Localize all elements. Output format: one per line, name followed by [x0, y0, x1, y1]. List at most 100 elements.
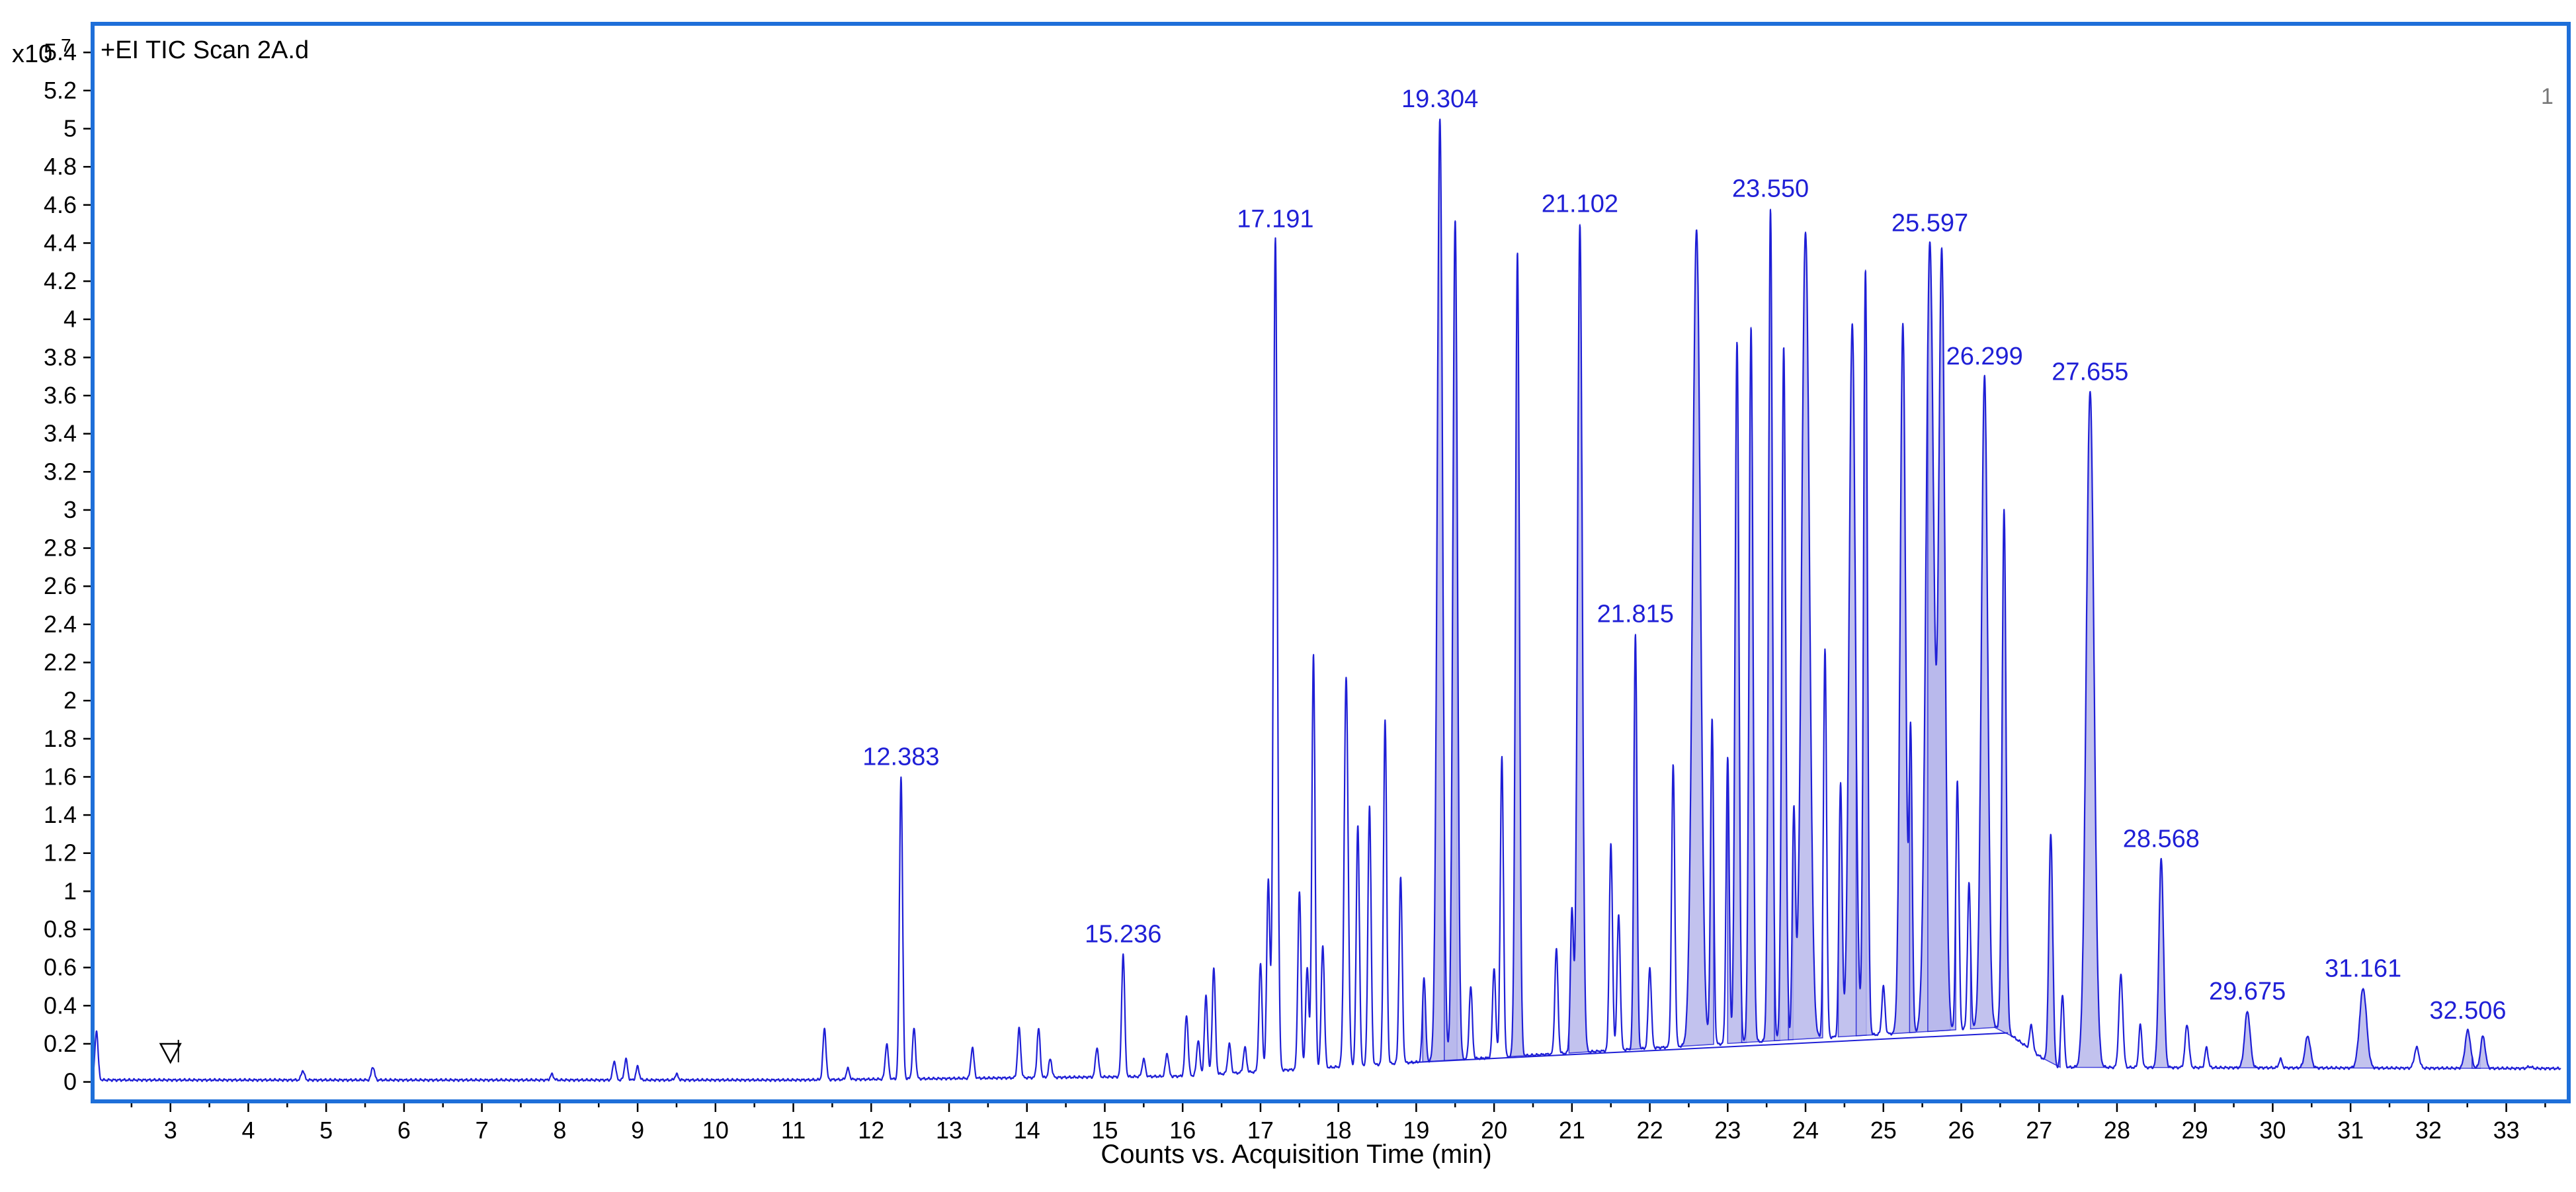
x-tick-label: 18 [1325, 1117, 1352, 1144]
filled-peak-area [2148, 859, 2174, 1068]
x-tick-label: 13 [936, 1117, 962, 1144]
x-tick-label: 33 [2493, 1117, 2520, 1144]
filled-peak-area [1855, 269, 1875, 1037]
peak-label: 27.655 [2052, 358, 2128, 386]
x-tick-label: 31 [2337, 1117, 2364, 1144]
peak-label: 21.102 [1542, 191, 1618, 218]
x-tick-label: 25 [1870, 1117, 1897, 1144]
x-tick-label: 20 [1481, 1117, 1507, 1144]
peak-label: 23.550 [1732, 175, 1809, 203]
y-tick-label: 1.2 [44, 839, 77, 867]
y-tick-label: 0.8 [44, 915, 77, 943]
y-tick-label: 5 [63, 115, 77, 142]
filled-peak-area [1741, 327, 1761, 1043]
peak-label: 28.568 [2123, 825, 2200, 853]
x-tick-label: 12 [858, 1117, 884, 1144]
x-tick-label: 26 [1948, 1117, 1974, 1144]
y-tick-label: 0.2 [44, 1030, 77, 1057]
y-tick-label: 1.8 [44, 725, 77, 752]
filled-peak-area [2295, 1035, 2321, 1069]
y-tick-label: 4.4 [44, 229, 77, 256]
x-tick-label: 10 [702, 1117, 729, 1144]
x-tick-label: 7 [476, 1117, 489, 1144]
y-tick-label: 3 [63, 496, 77, 523]
y-tick-label: 0.6 [44, 954, 77, 981]
y-tick-label: 0 [63, 1068, 77, 1095]
x-tick-label: 22 [1637, 1117, 1663, 1144]
y-tick-label: 2.6 [44, 572, 77, 599]
y-axis-exponent: 7 [61, 35, 71, 56]
y-tick-label: 2.8 [44, 534, 77, 562]
y-tick-label: 2.4 [44, 611, 77, 638]
x-tick-label: 4 [241, 1117, 255, 1144]
peak-label: 31.161 [2325, 955, 2401, 982]
filled-peak-area [1627, 634, 1643, 1050]
filled-peak-area [1679, 230, 1714, 1047]
x-tick-label: 30 [2259, 1117, 2286, 1144]
filled-peak-area [1444, 220, 1467, 1061]
x-tick-label: 24 [1792, 1117, 1819, 1144]
x-tick-label: 27 [2026, 1117, 2052, 1144]
filled-peak-area [2233, 1010, 2262, 1068]
peak-label: 32.506 [2429, 997, 2506, 1025]
peak-label: 25.597 [1891, 209, 1968, 237]
y-tick-label: 1 [63, 877, 77, 904]
y-tick-label: 3.8 [44, 343, 77, 370]
y-tick-label: 4.6 [44, 191, 77, 218]
x-tick-label: 3 [164, 1117, 177, 1144]
chart-title: +EI TIC Scan 2A.d [101, 36, 309, 64]
x-tick-label: 11 [781, 1117, 806, 1144]
y-tick-label: 4.2 [44, 267, 77, 294]
peak-label: 15.236 [1085, 920, 1161, 948]
panel-number: 1 [2541, 84, 2554, 109]
x-tick-label: 19 [1403, 1117, 1429, 1144]
x-tick-label: 6 [397, 1117, 411, 1144]
y-tick-label: 4.8 [44, 153, 77, 180]
integration-baseline [1408, 1032, 2009, 1064]
y-tick-label: 0.4 [44, 992, 77, 1019]
x-tick-label: 5 [319, 1117, 333, 1144]
filled-peak-area [2346, 987, 2381, 1069]
y-tick-label: 2 [63, 687, 77, 714]
filled-peak-area [2071, 392, 2109, 1068]
y-tick-label: 4 [63, 306, 77, 333]
y-tick-label: 3.4 [44, 420, 77, 447]
x-axis-title: Counts vs. Acquisition Time (min) [1101, 1140, 1491, 1169]
filled-peak-area [1761, 208, 1780, 1043]
plot-frame [91, 22, 2571, 1103]
x-tick-label: 23 [1714, 1117, 1741, 1144]
filled-peak-area [1507, 252, 1527, 1058]
x-tick-label: 15 [1091, 1117, 1118, 1144]
y-tick-label: 5.4 [44, 38, 77, 65]
x-tick-label: 16 [1169, 1117, 1196, 1144]
filled-peak-area [1568, 224, 1591, 1054]
y-tick-label: 5.2 [44, 77, 77, 104]
filled-peak-area [2041, 833, 2061, 1068]
x-tick-label: 17 [1247, 1117, 1274, 1144]
peak-label: 12.383 [862, 743, 939, 771]
filled-peak-area [1788, 232, 1823, 1041]
peak-label: 17.191 [1237, 206, 1313, 234]
x-tick-label: 14 [1014, 1117, 1040, 1144]
filled-peak-area [2472, 1035, 2494, 1069]
x-tick-label: 8 [553, 1117, 566, 1144]
x-tick-label: 32 [2415, 1117, 2442, 1144]
y-tick-label: 3.6 [44, 382, 77, 409]
y-tick-label: 1.4 [44, 801, 77, 828]
filled-peak-area [1970, 376, 1999, 1030]
y-tick-label: 2.2 [44, 649, 77, 676]
filled-peak-area [2455, 1029, 2481, 1069]
start-marker-triangle [159, 1043, 182, 1064]
x-tick-label: 29 [2182, 1117, 2208, 1144]
x-tick-label: 21 [1559, 1117, 1585, 1144]
filled-peak-area [1774, 347, 1794, 1042]
y-tick-label: 3.2 [44, 458, 77, 485]
peak-label: 29.675 [2209, 978, 2286, 1005]
peak-label: 21.815 [1597, 600, 1674, 628]
x-tick-label: 28 [2104, 1117, 2130, 1144]
y-axis-multiplier: x10 [12, 40, 52, 68]
peak-label: 19.304 [1401, 85, 1478, 113]
x-tick-label: 9 [631, 1117, 644, 1144]
